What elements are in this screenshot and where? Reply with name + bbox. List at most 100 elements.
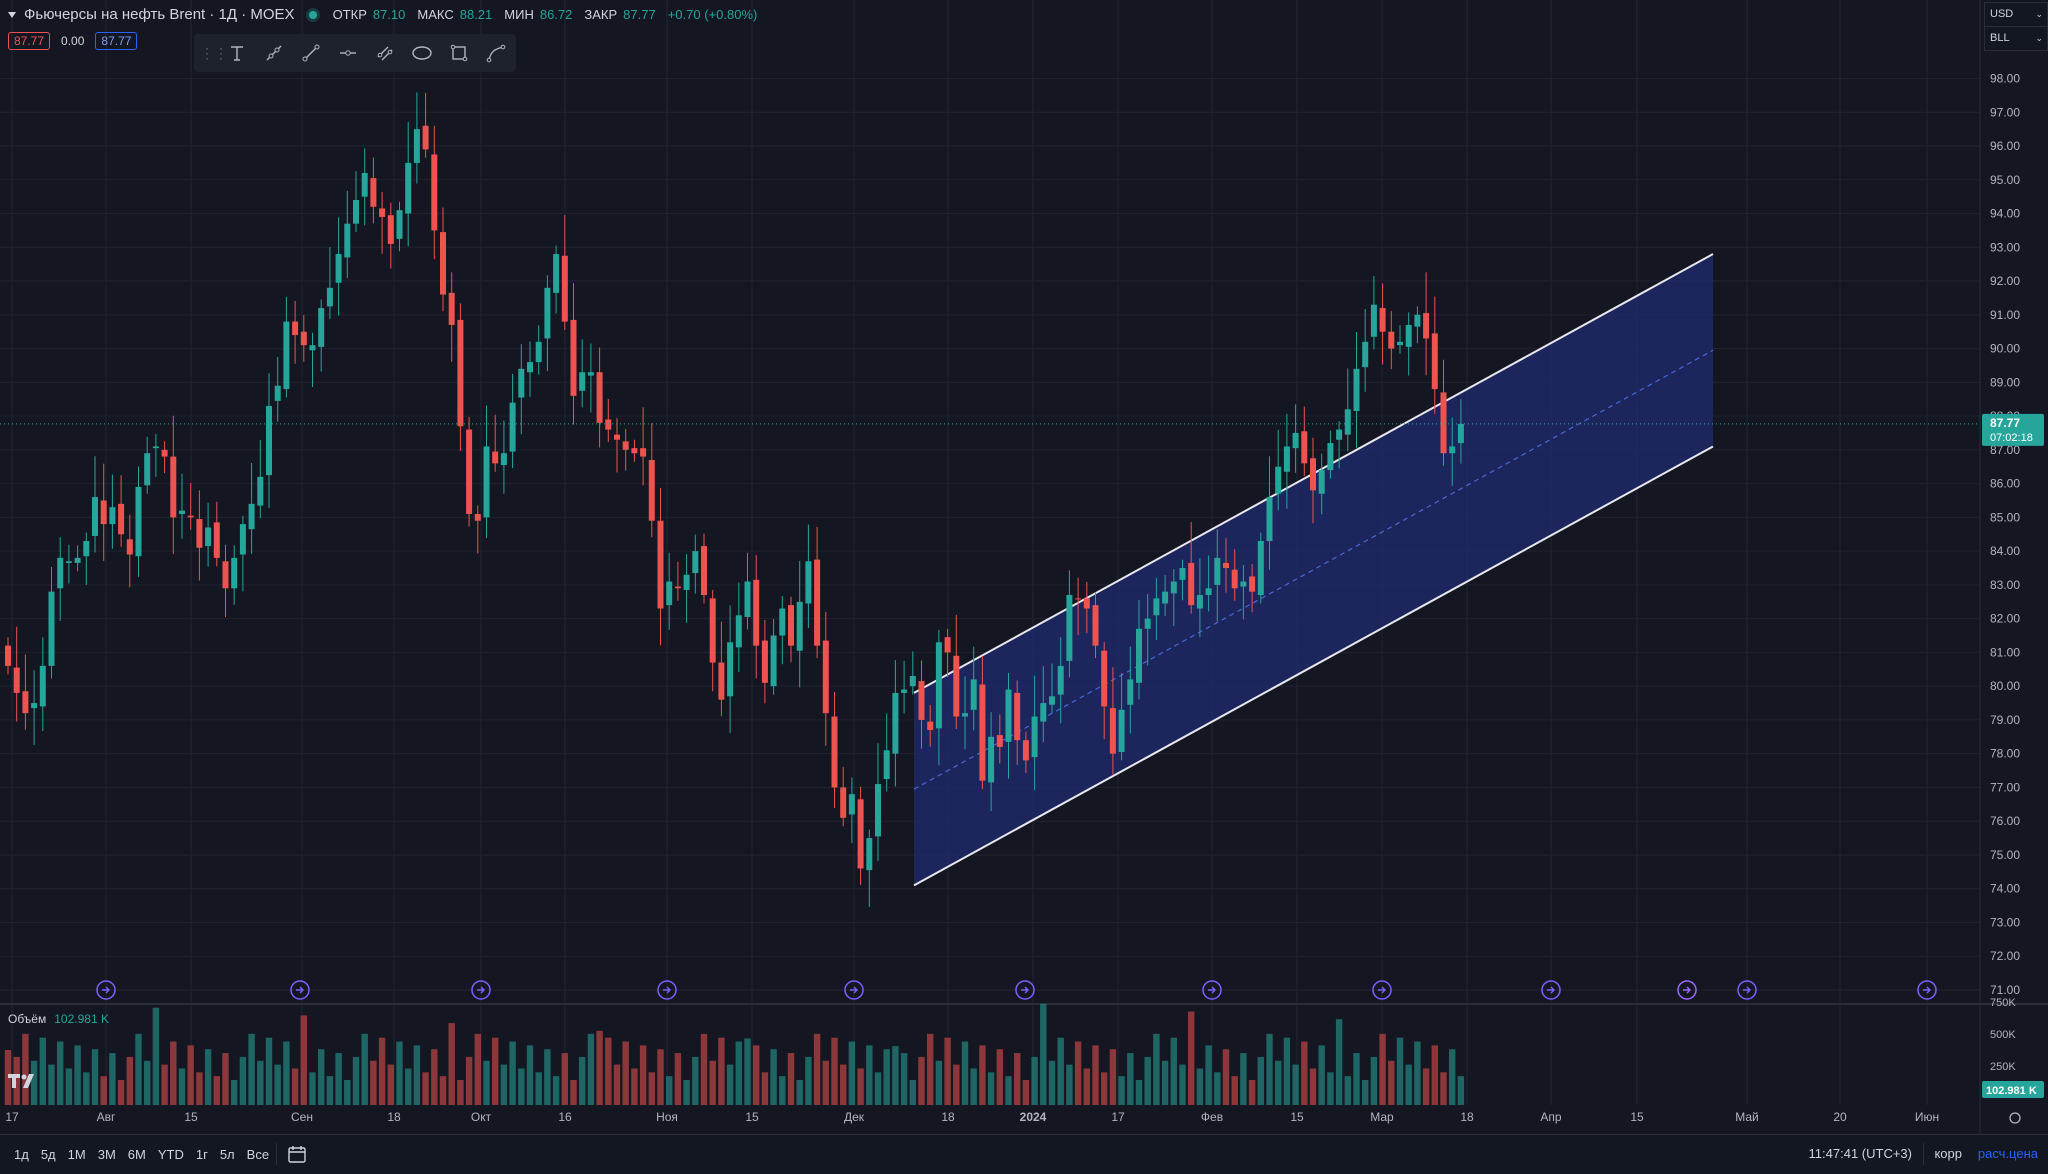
volume-bar: [1144, 1056, 1151, 1105]
event-marker-icon: [1202, 980, 1222, 1000]
candle-body: [1397, 341, 1403, 346]
event-marker-icon: [290, 980, 310, 1000]
candle-body: [152, 446, 159, 449]
range-1y-button[interactable]: 1г: [195, 1147, 208, 1162]
range-6m-button[interactable]: 6М: [127, 1147, 146, 1162]
volume-bar: [1457, 1076, 1465, 1105]
candle-body: [239, 524, 246, 555]
volume-legend[interactable]: Объём 102.981 K: [8, 1012, 109, 1026]
volume-bar: [152, 1007, 160, 1105]
candle-body: [596, 372, 603, 423]
candle-body: [622, 441, 629, 450]
price-tick-label: 84.00: [1990, 544, 2020, 558]
volume-bar: [48, 1064, 55, 1105]
buy-price-button[interactable]: 87.77: [95, 32, 138, 50]
sell-price-button[interactable]: 87.77: [8, 32, 51, 50]
price-tick-label: 97.00: [1990, 105, 2020, 119]
volume-bar: [196, 1072, 203, 1105]
candle-body: [109, 507, 116, 525]
range-5d-button[interactable]: 5д: [40, 1147, 56, 1162]
time-tick-label: Мар: [1370, 1110, 1394, 1124]
parallel-channel-icon[interactable]: [366, 37, 403, 69]
volume-bar: [892, 1046, 899, 1105]
volume-bar: [866, 1045, 873, 1105]
candle-body: [527, 362, 533, 373]
range-1d-button[interactable]: 1д: [14, 1147, 29, 1162]
volume-bar: [1231, 1076, 1238, 1105]
volume-bar: [1309, 1068, 1317, 1105]
currency-select[interactable]: USD ⌄: [1985, 3, 2047, 26]
range-all-button[interactable]: Все: [246, 1147, 270, 1162]
horizontal-ray-icon[interactable]: [329, 37, 366, 69]
volume-bar: [1214, 1072, 1221, 1105]
unit-value: BLL: [1990, 32, 2010, 44]
tradingview-logo-icon[interactable]: [8, 1072, 40, 1090]
volume-bar: [1414, 1041, 1421, 1105]
volume-bar: [178, 1068, 186, 1105]
candle-body: [1423, 313, 1430, 339]
range-3m-button[interactable]: 3М: [97, 1147, 116, 1162]
volume-bar: [918, 1056, 925, 1105]
volume-bar: [674, 1053, 682, 1105]
candle-body: [535, 341, 542, 363]
volume-bar: [231, 1080, 238, 1105]
high-value: 88.21: [459, 7, 493, 22]
volume-bar: [187, 1045, 194, 1105]
price-tick-label: 86.00: [1990, 477, 2020, 491]
ellipse-tool-icon[interactable]: [403, 37, 440, 69]
candle-body: [518, 368, 525, 398]
volume-bar: [848, 1041, 856, 1105]
spread-value: 0.00: [61, 34, 85, 48]
candle-body: [561, 255, 568, 322]
candle-body: [440, 232, 446, 295]
volume-bar: [91, 1049, 99, 1105]
unit-select[interactable]: BLL ⌄: [1985, 26, 2047, 50]
adjustment-toggle[interactable]: корр: [1934, 1146, 1962, 1161]
symbol-title[interactable]: Фьючерсы на нефть Brent · 1Д · MOEX: [24, 6, 295, 23]
price-tick-label: 94.00: [1990, 207, 2020, 221]
time-tick-label: 16: [558, 1110, 572, 1124]
time-tick-label: 17: [5, 1110, 19, 1124]
rectangle-tool-icon[interactable]: [440, 37, 477, 69]
volume-bar: [1388, 1060, 1395, 1105]
volume-bar: [779, 1076, 786, 1105]
candle-body: [361, 173, 368, 197]
candle-body: [1336, 429, 1343, 440]
high-label: МАКС: [417, 7, 454, 22]
volume-bar: [631, 1068, 638, 1105]
candle-body: [605, 419, 612, 430]
candle-body: [718, 662, 725, 700]
candle-body: [788, 605, 794, 646]
candle-body: [135, 486, 142, 557]
path-tool-icon[interactable]: [477, 37, 514, 69]
settlement-price-toggle[interactable]: расч.цена: [1977, 1146, 2038, 1161]
range-1m-button[interactable]: 1М: [67, 1147, 86, 1162]
candle-body: [779, 608, 786, 636]
candle-body: [735, 615, 742, 648]
calendar-icon[interactable]: [286, 1143, 308, 1165]
candle-body: [1414, 314, 1421, 327]
volume-bar: [1101, 1072, 1108, 1105]
volume-bar: [1362, 1080, 1369, 1105]
volume-bar: [1449, 1049, 1456, 1105]
volume-bar: [1040, 1003, 1047, 1105]
volume-bar: [935, 1060, 943, 1105]
trend-line-icon[interactable]: [292, 37, 329, 69]
price-tick-label: 96.00: [1990, 139, 2020, 153]
candle-body: [944, 637, 951, 653]
volume-bar: [613, 1064, 621, 1105]
candle-body: [509, 402, 516, 452]
range-ytd-button[interactable]: YTD: [157, 1147, 184, 1162]
volume-bar: [1353, 1053, 1360, 1105]
text-tool-icon[interactable]: [218, 37, 255, 69]
price-chart[interactable]: 71.00 72.00 73.00 74.00 75.00 76.00 77.00 78.00…: [0, 0, 2048, 1134]
candle-body: [1170, 581, 1177, 594]
candle-body: [187, 515, 194, 518]
volume-bar: [874, 1072, 882, 1105]
clock[interactable]: 11:47:41 (UTC+3): [1808, 1146, 1912, 1161]
volume-bar: [518, 1068, 525, 1105]
drag-handle-icon[interactable]: ⋮⋮: [200, 45, 228, 61]
volume-bar: [474, 1033, 481, 1105]
ray-tool-icon[interactable]: [255, 37, 292, 69]
range-5y-button[interactable]: 5л: [219, 1147, 235, 1162]
